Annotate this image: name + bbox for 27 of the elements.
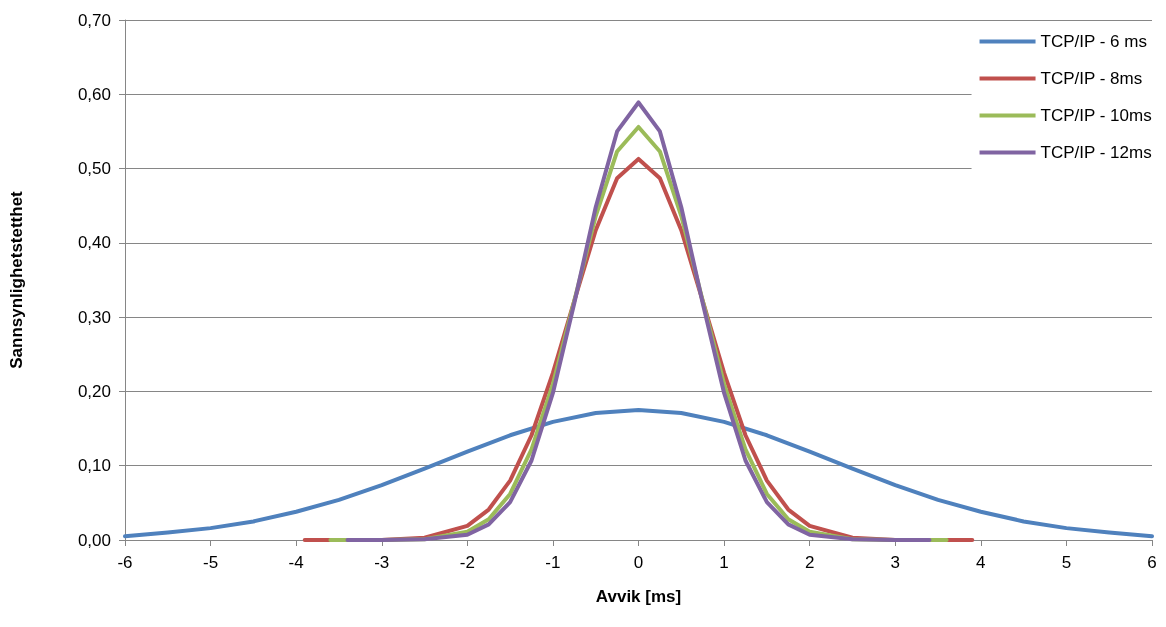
legend-label: TCP/IP - 10ms xyxy=(1040,106,1152,125)
x-tick-label: 5 xyxy=(1061,553,1072,572)
y-tick-label: 0,30 xyxy=(77,307,111,327)
y-tick-label: 0,70 xyxy=(77,10,111,30)
x-tick-label: -2 xyxy=(459,553,475,572)
x-tick-label: 2 xyxy=(804,553,815,572)
y-tick-label: 0,20 xyxy=(77,381,111,401)
y-tick-label: 0,60 xyxy=(77,84,111,104)
y-axis-title: Sannsynlighetstetthet xyxy=(7,190,26,369)
x-tick-label: 0 xyxy=(633,553,644,572)
x-tick-label: 4 xyxy=(976,553,986,572)
legend-label: TCP/IP - 6 ms xyxy=(1040,32,1147,51)
x-tick-label: -3 xyxy=(374,553,390,572)
x-axis-title: Avvik [ms] xyxy=(595,587,682,606)
x-tick-label: 6 xyxy=(1147,553,1157,572)
legend-label: TCP/IP - 12ms xyxy=(1040,143,1152,162)
legend-label: TCP/IP - 8ms xyxy=(1040,69,1143,88)
y-tick-label: 0,40 xyxy=(77,233,111,253)
y-tick-label: 0,10 xyxy=(77,456,111,476)
y-tick-label: 0,50 xyxy=(77,159,111,179)
x-tick-label: 3 xyxy=(890,553,900,572)
x-tick-label: -5 xyxy=(203,553,219,572)
x-tick-label: -4 xyxy=(288,553,304,572)
y-tick-label: 0,00 xyxy=(77,530,111,550)
x-tick-label: -1 xyxy=(545,553,561,572)
x-tick-label: -6 xyxy=(117,553,133,572)
x-tick-label: 1 xyxy=(719,553,729,572)
